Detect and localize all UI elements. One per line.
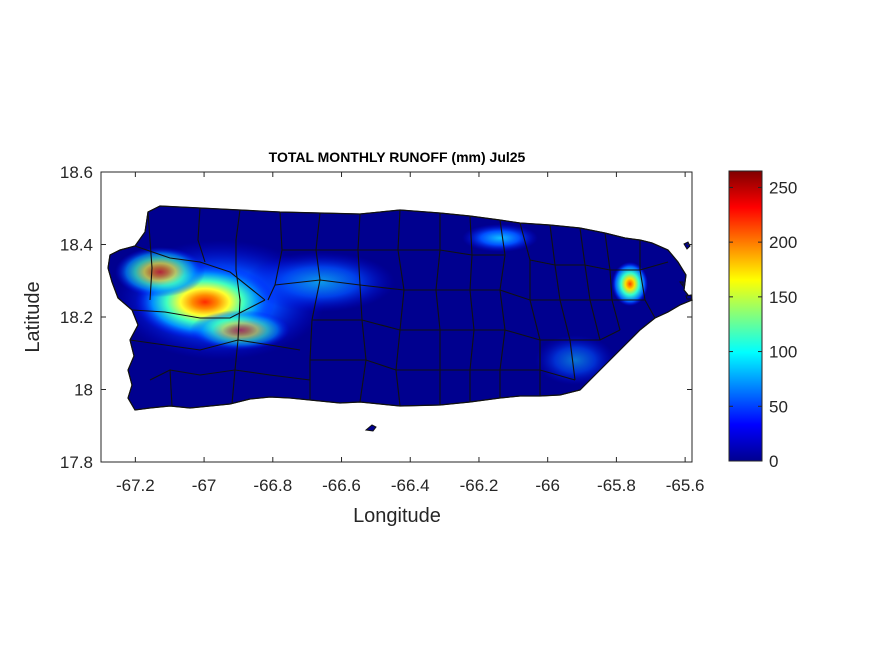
runoff-southeast-patch bbox=[535, 335, 615, 385]
y-axis-label: Latitude bbox=[22, 281, 44, 352]
municipality-border bbox=[131, 299, 266, 319]
municipality-border bbox=[310, 359, 576, 381]
runoff-north-hotspot bbox=[462, 224, 538, 252]
colorbar-tick-label: 150 bbox=[769, 288, 797, 307]
municipality-border bbox=[312, 319, 621, 341]
municipality-border bbox=[149, 369, 173, 407]
municipality-border bbox=[267, 211, 283, 301]
colorbar-ticks: 250 200 150 100 50 0 bbox=[729, 178, 797, 471]
x-tick-label: -66.4 bbox=[391, 476, 430, 495]
island-outline bbox=[107, 205, 693, 411]
municipality-border bbox=[357, 213, 367, 403]
y-axis-ticks: 18.6 18.4 18.2 18 17.8 bbox=[60, 163, 692, 472]
municipality-border bbox=[309, 212, 321, 400]
x-axis-ticks: -67.2 -67 -66.8 -66.6 -66.4 -66.2 -66 -65.8 -65.… bbox=[116, 172, 705, 495]
municipality-border bbox=[639, 240, 656, 319]
municipality-border bbox=[197, 207, 206, 263]
colorbar-gradient bbox=[728, 170, 763, 462]
y-tick-label: 18 bbox=[74, 381, 93, 400]
municipality-border bbox=[469, 215, 475, 402]
municipality-border bbox=[274, 279, 645, 301]
runoff-southwest-lobe bbox=[190, 310, 290, 350]
municipality-border bbox=[529, 259, 669, 271]
x-axis-label: Longitude bbox=[353, 505, 441, 527]
x-tick-label: -66.2 bbox=[460, 476, 499, 495]
x-tick-label: -66.8 bbox=[253, 476, 292, 495]
y-tick-label: 18.4 bbox=[60, 236, 93, 255]
colorbar-tick-label: 50 bbox=[769, 397, 788, 416]
colorbar-tick-label: 100 bbox=[769, 343, 797, 362]
caja-de-muertos-islet bbox=[364, 424, 377, 432]
municipality-border bbox=[579, 227, 601, 341]
colorbar-tick-label: 0 bbox=[769, 452, 778, 471]
colorbar: 250 200 150 100 50 0 bbox=[728, 170, 797, 471]
municipality-border bbox=[147, 211, 153, 301]
municipality-border bbox=[499, 219, 506, 398]
colorbar-tick-label: 200 bbox=[769, 233, 797, 252]
x-tick-label: -65.8 bbox=[597, 476, 636, 495]
municipality-border bbox=[395, 209, 405, 407]
municipality-border bbox=[282, 249, 505, 256]
y-tick-label: 18.2 bbox=[60, 308, 93, 327]
municipality-border bbox=[435, 213, 441, 405]
y-tick-label: 18.6 bbox=[60, 163, 93, 182]
x-tick-label: -67.2 bbox=[116, 476, 155, 495]
municipality-borders bbox=[129, 207, 669, 407]
chart-title: TOTAL MONTHLY RUNOFF (mm) Jul25 bbox=[269, 149, 526, 165]
colorbar-tick-label: 250 bbox=[769, 178, 797, 197]
municipality-border bbox=[129, 339, 301, 351]
eastern-islets bbox=[679, 241, 693, 300]
runoff-east-hotspot bbox=[612, 262, 648, 306]
x-tick-label: -66 bbox=[535, 476, 560, 495]
x-tick-label: -65.6 bbox=[666, 476, 705, 495]
municipality-border bbox=[604, 232, 621, 331]
x-tick-label: -67 bbox=[192, 476, 217, 495]
runoff-map bbox=[107, 205, 693, 432]
y-tick-label: 17.8 bbox=[60, 453, 93, 472]
x-tick-label: -66.6 bbox=[322, 476, 361, 495]
municipality-border bbox=[169, 369, 311, 381]
municipality-border bbox=[134, 245, 266, 301]
